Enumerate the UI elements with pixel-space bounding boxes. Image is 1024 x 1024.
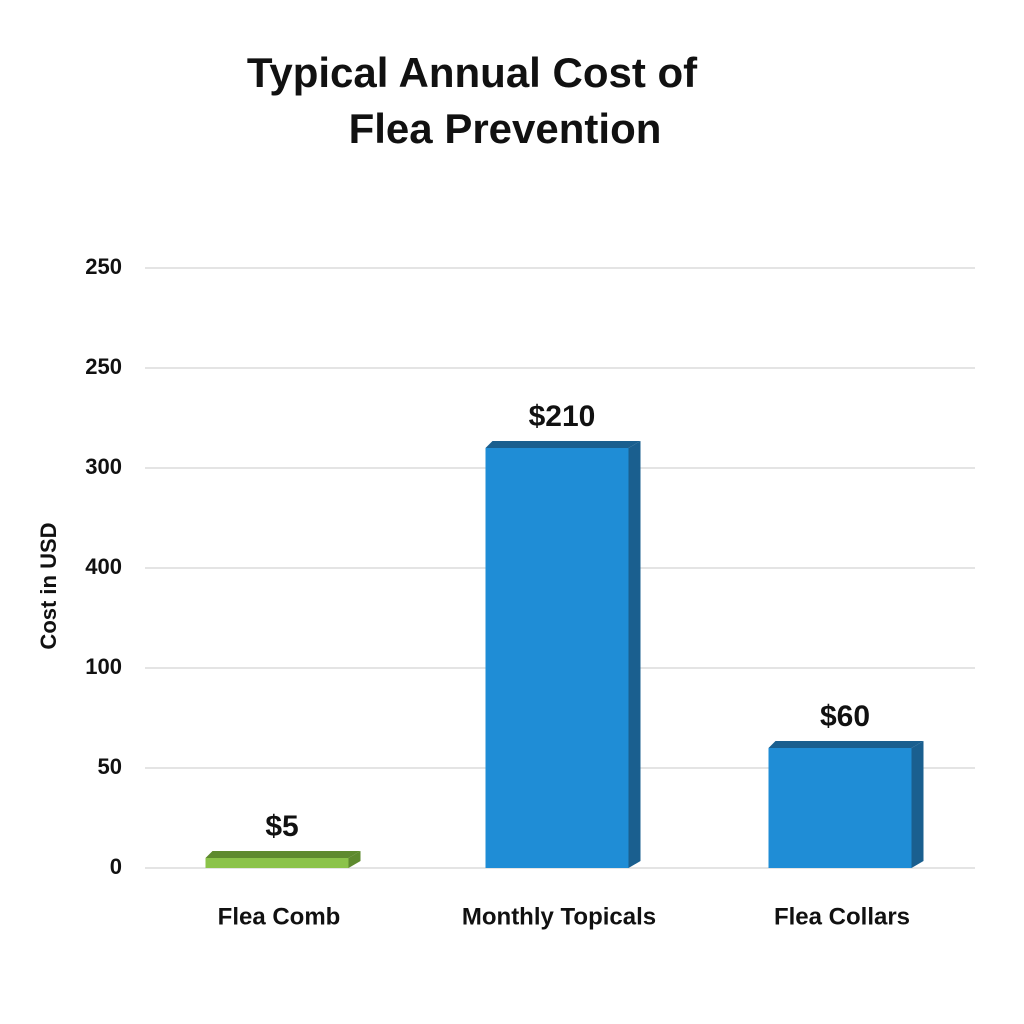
y-tick-label: 300 bbox=[85, 454, 122, 479]
bar-top bbox=[485, 441, 641, 448]
chart-title: Typical Annual Cost of bbox=[247, 49, 698, 96]
bar bbox=[485, 448, 629, 868]
bar-top bbox=[205, 851, 361, 858]
data-label: $5 bbox=[265, 810, 298, 843]
y-tick-label: 100 bbox=[85, 654, 122, 679]
bar-top bbox=[768, 741, 924, 748]
bar-side bbox=[911, 741, 924, 868]
chart-title: Flea Prevention bbox=[349, 105, 662, 152]
y-tick-label: 400 bbox=[85, 554, 122, 579]
x-tick-label: Monthly Topicals bbox=[462, 903, 656, 930]
bar-side bbox=[348, 851, 361, 868]
y-tick-label: 250 bbox=[85, 254, 122, 279]
y-tick-label: 0 bbox=[110, 854, 122, 879]
data-label: $60 bbox=[820, 700, 870, 733]
y-axis-label: Cost in USD bbox=[36, 522, 61, 649]
bar bbox=[205, 858, 349, 868]
bar bbox=[768, 748, 912, 868]
y-tick-label: 250 bbox=[85, 354, 122, 379]
bar-side bbox=[628, 441, 641, 868]
y-tick-label: 50 bbox=[98, 754, 122, 779]
x-tick-label: Flea Collars bbox=[774, 903, 910, 930]
data-label: $210 bbox=[529, 400, 596, 433]
x-tick-label: Flea Comb bbox=[218, 903, 341, 930]
